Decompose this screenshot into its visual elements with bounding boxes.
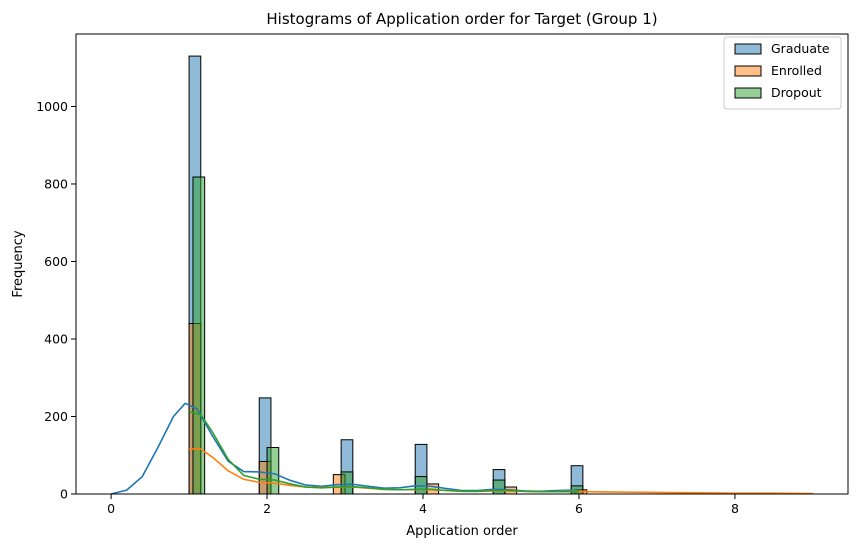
legend-swatch-graduate — [734, 43, 762, 55]
legend-label-enrolled: Enrolled — [771, 63, 822, 78]
bar-dropout-1 — [266, 447, 280, 495]
kde-line-graduate — [110, 402, 580, 495]
chart-title: Histograms of Application order for Targ… — [266, 10, 657, 28]
x-tick-label: 8 — [731, 501, 739, 516]
y-tick-label: 0 — [60, 487, 68, 502]
bar-dropout-4 — [492, 479, 506, 495]
y-tick-label: 200 — [44, 409, 68, 424]
bar-dropout-0 — [192, 176, 206, 495]
y-tick-label: 1000 — [36, 99, 68, 114]
x-tick-label: 0 — [107, 501, 115, 516]
y-tick-label: 600 — [44, 254, 68, 269]
x-tick-label: 2 — [263, 501, 271, 516]
bar-dropout-2 — [340, 471, 354, 495]
legend-swatch-dropout — [734, 87, 762, 99]
x-axis: 0 2 4 6 8 — [107, 494, 739, 516]
legend-label-graduate: Graduate — [771, 41, 830, 56]
y-axis: 0 200 400 600 800 1000 — [36, 99, 76, 502]
x-axis-label: Application order — [406, 524, 518, 539]
y-axis-label: Frequency — [11, 230, 26, 297]
legend: Graduate Enrolled Dropout — [723, 36, 842, 110]
y-tick-label: 400 — [44, 331, 68, 346]
plot-area — [110, 55, 813, 495]
x-tick-label: 6 — [575, 501, 583, 516]
legend-label-dropout: Dropout — [771, 85, 822, 100]
plot-frame — [75, 33, 849, 495]
x-tick-label: 4 — [419, 501, 427, 516]
kde-line-dropout — [188, 411, 580, 493]
y-tick-label: 800 — [44, 176, 68, 191]
legend-swatch-enrolled — [734, 65, 762, 77]
